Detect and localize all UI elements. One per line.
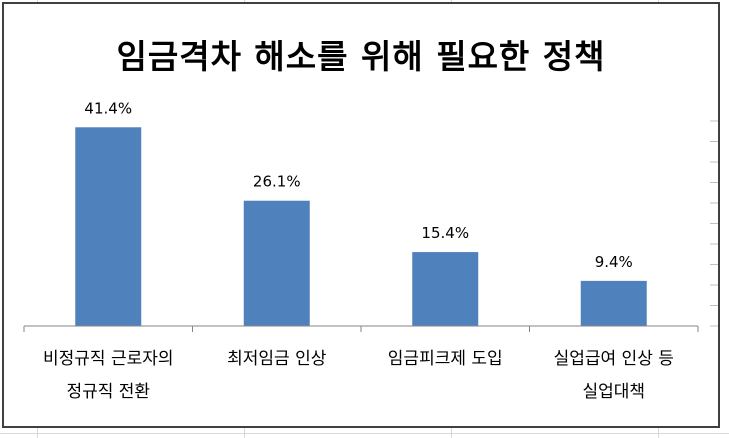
- data-label: 9.4%: [595, 253, 633, 271]
- data-label: 41.4%: [84, 99, 132, 117]
- bar[interactable]: [75, 127, 142, 326]
- chart-title: 임금격차 해소를 위해 필요한 정책: [116, 37, 606, 76]
- category-label: 실업대책: [582, 382, 645, 402]
- category-label: 실업급여 인상 등: [554, 349, 674, 369]
- category-label: 최저임금 인상: [227, 349, 327, 369]
- data-label: 26.1%: [253, 173, 301, 191]
- bar[interactable]: [580, 280, 647, 326]
- category-label: 임금피크제 도입: [388, 349, 503, 369]
- bar[interactable]: [412, 252, 479, 326]
- bar[interactable]: [243, 200, 310, 326]
- category-label: 비정규직 근로자의: [43, 349, 174, 369]
- category-label: 정규직 전환: [66, 382, 150, 402]
- data-label: 15.4%: [421, 224, 469, 242]
- sheet-gridline: [0, 433, 729, 434]
